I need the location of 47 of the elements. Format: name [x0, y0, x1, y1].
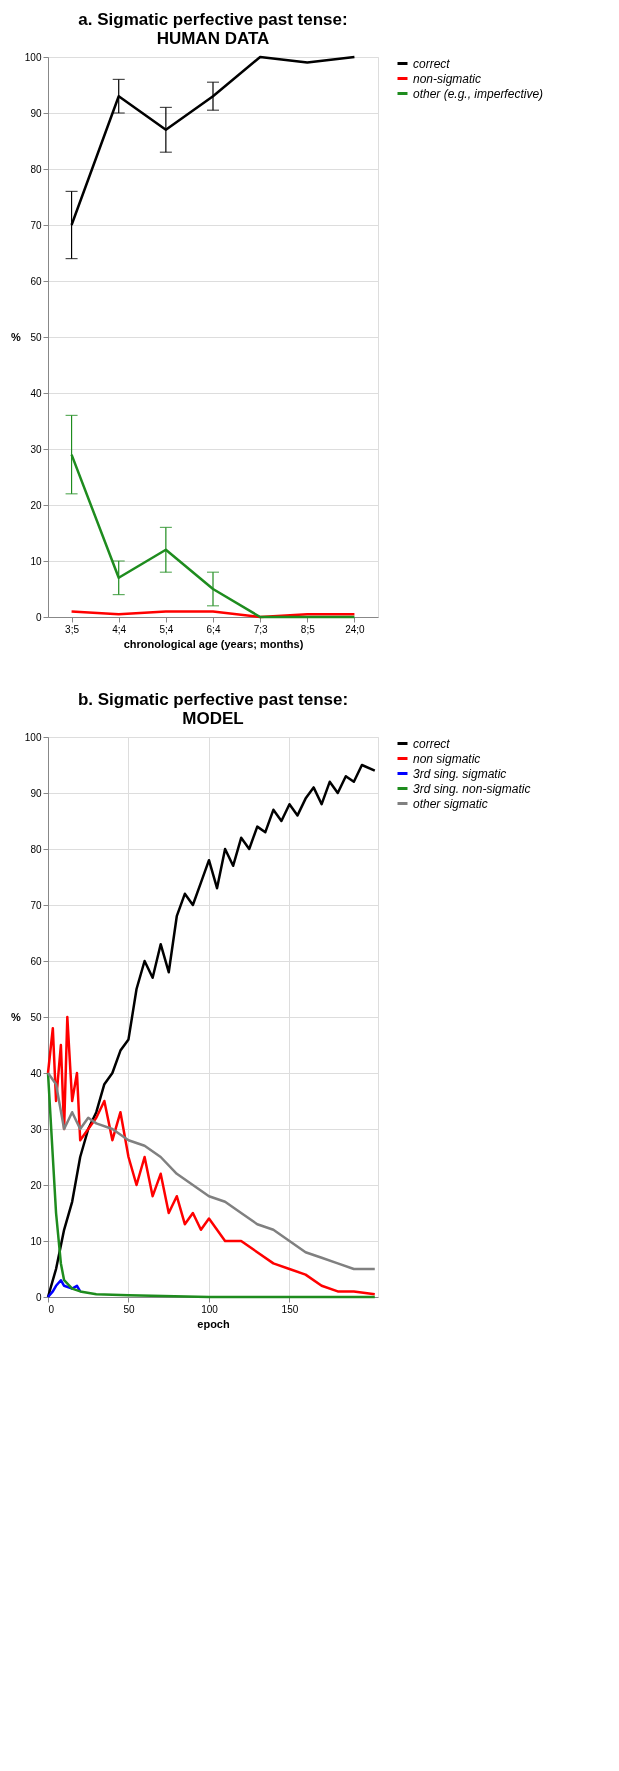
y-axis-title: % — [11, 330, 22, 343]
x-tick-label: 3;5 — [65, 623, 80, 635]
y-tick-label: 20 — [30, 499, 42, 511]
x-tick-label: 24;0 — [345, 623, 366, 635]
y-tick-label: 40 — [30, 387, 42, 399]
y-tick-label: 20 — [30, 1179, 42, 1191]
x-tick-label: 100 — [201, 1303, 219, 1315]
y-tick-label: 80 — [30, 843, 42, 855]
y-tick-label: 0 — [35, 1291, 42, 1303]
y-tick-label: 90 — [30, 787, 42, 799]
y-tick-label: 100 — [24, 51, 42, 63]
x-axis-title: chronological age (years; months) — [123, 637, 304, 650]
legend-label: other (e.g., imperfective) — [413, 86, 544, 101]
x-tick-label: 8;5 — [300, 623, 316, 635]
y-tick-label: 60 — [30, 275, 42, 287]
x-tick-label: 5;4 — [159, 623, 174, 635]
y-tick-label: 70 — [30, 899, 42, 911]
y-tick-label: 10 — [30, 1235, 42, 1247]
x-axis-title: epoch — [197, 1317, 230, 1330]
x-tick-label: 6;4 — [206, 623, 221, 635]
chart-title: b. Sigmatic perfective past tense: MODEL — [77, 690, 349, 728]
y-tick-label: 100 — [24, 731, 42, 743]
y-tick-label: 0 — [35, 611, 42, 623]
y-tick-label: 70 — [30, 219, 42, 231]
x-tick-label: 50 — [123, 1303, 135, 1315]
y-axis-title: % — [11, 1010, 22, 1023]
y-tick-label: 50 — [30, 1011, 42, 1023]
legend-label: non-sigmatic — [413, 71, 482, 86]
y-tick-label: 10 — [30, 555, 42, 567]
y-tick-label: 40 — [30, 1067, 42, 1079]
y-tick-label: 60 — [30, 955, 42, 967]
y-tick-label: 30 — [30, 1123, 42, 1135]
y-tick-label: 80 — [30, 163, 42, 175]
x-tick-label: 150 — [281, 1303, 299, 1315]
chart-title: a. Sigmatic perfective past tense: HUMAN DATA — [78, 10, 348, 48]
legend-label: 3rd sing. sigmatic — [413, 766, 507, 781]
y-tick-label: 50 — [30, 331, 42, 343]
x-tick-label: 4;4 — [112, 623, 127, 635]
x-tick-label: 7;3 — [253, 623, 269, 635]
legend-label: non sigmatic — [413, 751, 481, 766]
legend-label: 3rd sing. non-sigmatic — [413, 781, 531, 796]
x-tick-label: 0 — [48, 1303, 55, 1315]
legend-label: other sigmatic — [413, 796, 488, 811]
y-tick-label: 90 — [30, 107, 42, 119]
legend-label: correct — [413, 56, 451, 71]
legend-label: correct — [413, 736, 451, 751]
y-tick-label: 30 — [30, 443, 42, 455]
